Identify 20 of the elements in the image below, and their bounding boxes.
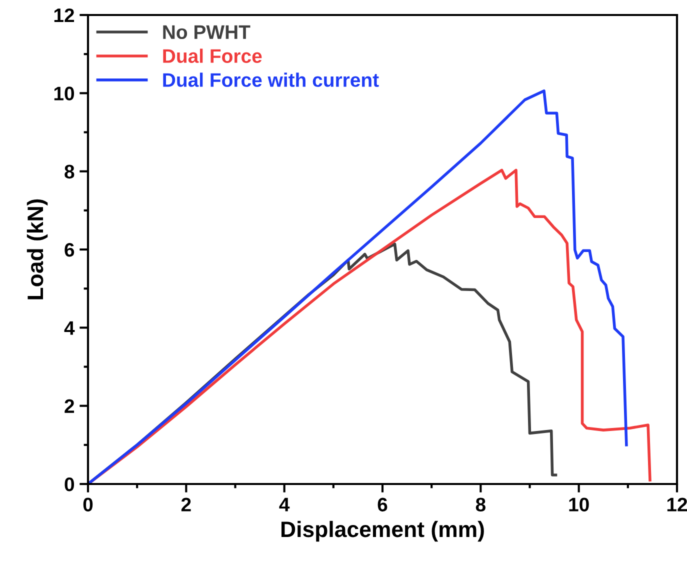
x-tick-label: 12 [667, 498, 687, 512]
x-axis-title: Displacement (mm) [281, 520, 484, 542]
y-tick-label: 4 [64, 321, 75, 335]
y-tick-label: 12 [54, 8, 74, 22]
legend-label: Dual Force with current [163, 72, 379, 87]
y-tick-label: 6 [64, 242, 74, 257]
x-tick-label: 4 [279, 498, 290, 512]
y-axis-title: Load (kN) [26, 199, 48, 300]
x-tick-label: 10 [569, 498, 589, 512]
x-tick-label: 2 [181, 498, 191, 512]
line-series [88, 89, 628, 484]
y-tick-label: 8 [64, 164, 74, 179]
y-tick-label: 0 [64, 477, 74, 492]
x-tick-label: 0 [83, 498, 93, 512]
y-tick-label: 2 [64, 399, 74, 413]
x-tick-label: 6 [378, 498, 388, 512]
legend-label: No PWHT [163, 25, 250, 40]
x-tick-label: 8 [476, 498, 486, 512]
legend-label: Dual Force [163, 48, 262, 63]
y-tick-label: 10 [54, 86, 74, 100]
